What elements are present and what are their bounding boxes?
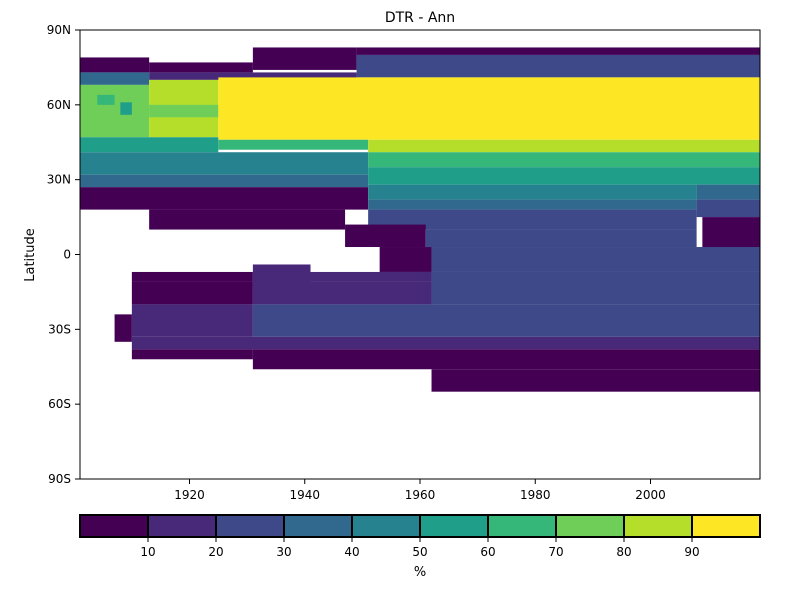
heatmap-cell (80, 84, 150, 138)
heatmap-cell (97, 94, 115, 105)
colorbar-block (555, 514, 625, 538)
colorbar-tick-label: 20 (208, 545, 223, 559)
heatmap-cell (149, 209, 346, 230)
chart-title: DTR - Ann (385, 10, 455, 26)
colorbar-block (487, 514, 557, 538)
x-axis: 1920 1940 1960 1980 2000 (174, 479, 666, 502)
heatmap-cell (80, 72, 150, 85)
x-tick-label: 1920 (174, 488, 205, 502)
x-tick-label: 1980 (520, 488, 551, 502)
heatmap-cell (368, 167, 760, 185)
colorbar-blocks (79, 514, 761, 538)
colorbar-tick-label: 40 (344, 545, 359, 559)
y-tick-label: 60S (48, 397, 71, 411)
y-tick-label: 0 (63, 248, 71, 262)
colorbar-block (351, 514, 421, 538)
x-tick-label: 1940 (289, 488, 320, 502)
heatmap-cell (252, 304, 760, 337)
heatmap-cell (431, 247, 760, 272)
colorbar-block (79, 514, 149, 538)
heatmap-cell (252, 47, 357, 70)
heatmap-cell (114, 314, 132, 342)
heatmap-cell (431, 369, 760, 392)
colorbar-label: % (414, 565, 426, 580)
heatmap-cell (345, 224, 426, 248)
heatmap-cell (252, 264, 311, 287)
colorbar-block (283, 514, 353, 538)
colorbar-ticks: 10 20 30 40 50 60 70 80 90 (140, 537, 700, 559)
colorbar-tick-label: 60 (480, 545, 495, 559)
heatmap-cell (131, 281, 253, 305)
colorbar-tick-label: 80 (616, 545, 631, 559)
y-tick-label: 60N (47, 98, 71, 112)
heatmap-cell (356, 54, 760, 78)
heatmap-cell (702, 217, 760, 250)
x-tick-label: 1960 (405, 488, 436, 502)
heatmap-cell (80, 152, 369, 175)
heatmap-cell (80, 174, 369, 188)
y-axis: 90N 60N 30N 0 30S 60S 90S (47, 23, 80, 486)
heatmap-cell (131, 271, 253, 282)
heatmap-cell (310, 271, 432, 282)
colorbar-tick-label: 90 (684, 545, 699, 559)
heatmap-cell (252, 281, 432, 305)
heatmap-cell (252, 349, 760, 370)
heatmap-cell (368, 209, 697, 230)
colorbar-block (419, 514, 489, 538)
heatmap-cell (80, 57, 150, 73)
heatmap-cell (80, 137, 219, 153)
colorbar-tick-label: 30 (276, 545, 291, 559)
heatmap-cells (80, 47, 761, 392)
plot-area (79, 29, 761, 480)
heatmap-cell (368, 199, 697, 210)
heatmap-cell (379, 247, 432, 272)
heatmap-cell (149, 104, 219, 118)
colorbar-block (623, 514, 693, 538)
heatmap-cell (149, 72, 357, 80)
heatmap-cell (696, 184, 760, 200)
heatmap-cell (131, 349, 253, 360)
heatmap-cell (149, 62, 253, 73)
heatmap-cell (218, 77, 760, 140)
colorbar-block (215, 514, 285, 538)
y-axis-label: Latitude (23, 228, 38, 282)
colorbar-tick-label: 70 (548, 545, 563, 559)
y-tick-label: 30N (47, 173, 71, 187)
heatmap-cell (425, 229, 697, 248)
y-tick-label: 30S (48, 322, 71, 336)
heatmap-cell (368, 152, 760, 168)
heatmap-cell (80, 187, 369, 210)
heatmap-cell (120, 102, 132, 115)
heatmap-cell (368, 184, 697, 200)
heatmap-cell (431, 271, 760, 305)
colorbar: 10 20 30 40 50 60 70 80 90 % (79, 514, 761, 580)
y-tick-label: 90S (48, 472, 71, 486)
colorbar-block (147, 514, 217, 538)
heatmap-cell (356, 47, 760, 55)
colorbar-tick-label: 10 (140, 545, 155, 559)
colorbar-block (691, 514, 761, 538)
heatmap-cell (218, 139, 369, 150)
heatmap-cell (368, 139, 760, 153)
y-tick-label: 90N (47, 23, 71, 37)
colorbar-tick-label: 50 (412, 545, 427, 559)
heatmap-cell (131, 304, 253, 337)
heatmap-cell (131, 336, 761, 350)
x-tick-label: 2000 (635, 488, 666, 502)
heatmap-cell (696, 199, 760, 218)
